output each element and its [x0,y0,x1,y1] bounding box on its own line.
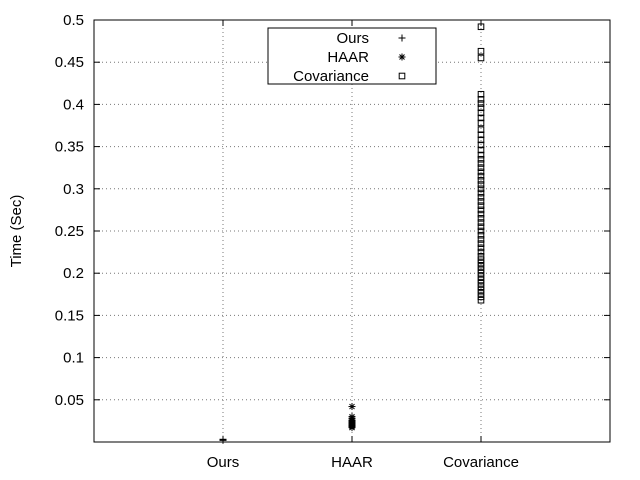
data-point [477,168,485,176]
data-point [477,244,485,252]
data-point [477,219,485,226]
legend-marker [398,72,406,80]
data-point [348,403,356,411]
series-covariance [477,23,485,304]
data-point [477,146,485,154]
y-axis-label: Time (Sec) [8,195,25,268]
data-point [477,259,485,267]
x-tick-label: HAAR [331,454,373,471]
y-tick-label: 0.5 [63,12,84,29]
data-points [219,23,485,444]
data-point [477,215,485,222]
data-point [477,206,485,214]
y-tick-label: 0.15 [55,307,84,324]
data-point [477,119,485,127]
legend-marker [398,53,406,61]
data-point [477,160,485,167]
data-point [477,202,485,209]
x-axis-ticks: Ours HAAR Covariance [207,20,519,471]
data-point [477,223,485,231]
data-point [477,23,485,31]
data-point [477,290,485,297]
x-tick-label: Covariance [443,454,519,471]
data-point [477,248,485,256]
data-point [477,54,485,62]
series-haar [348,403,356,432]
y-tick-label: 0.1 [63,350,84,367]
y-tick-label: 0.45 [55,54,84,71]
data-point [477,276,485,284]
data-point [348,424,356,432]
data-point [477,231,485,239]
data-point [477,269,485,277]
y-tick-label: 0.2 [63,265,84,282]
data-point [477,293,485,301]
data-point [477,286,485,294]
data-point [477,109,485,117]
data-point [477,296,485,304]
data-point [477,177,485,184]
y-tick-label: 0.05 [55,392,84,409]
y-tick-label: 0.3 [63,181,84,198]
legend-label: Covariance [293,68,369,85]
legend-label: HAAR [327,49,369,66]
legend-box [267,27,437,85]
data-point [477,126,485,134]
data-point [477,136,485,144]
data-point [477,131,485,139]
y-axis-ticks: 0.05 0.1 0.15 0.2 0.25 0.3 0.35 0.4 0.45 0.5 [55,12,610,409]
data-point [477,90,485,98]
legend-marker [398,34,406,42]
data-point [477,280,485,287]
data-point [477,210,485,218]
data-point [477,181,485,188]
data-point [477,263,485,270]
series-ours [219,435,227,444]
x-tick-label: Ours [207,454,240,471]
data-point [477,155,485,163]
data-point [477,47,485,55]
data-point [477,256,485,263]
data-point [477,141,485,149]
data-point [477,151,485,159]
legend-label: Ours [336,30,369,47]
data-point [477,100,485,107]
y-tick-label: 0.25 [55,223,84,240]
data-point [477,240,485,247]
data-point [477,273,485,280]
data-point [477,198,485,205]
data-point [477,164,485,171]
data-point [477,253,485,260]
data-point [477,266,485,274]
data-point [477,185,485,193]
data-point [477,193,485,201]
legend: Ours HAAR Covariance [267,27,437,85]
data-point [477,104,485,112]
y-tick-label: 0.35 [55,139,84,156]
data-point [477,189,485,197]
data-point [219,436,227,444]
data-point [477,227,485,235]
data-point [477,172,485,180]
data-point [477,236,485,243]
data-point [477,114,485,122]
data-point [477,283,485,291]
data-point [477,96,485,103]
y-tick-label: 0.4 [63,96,84,113]
